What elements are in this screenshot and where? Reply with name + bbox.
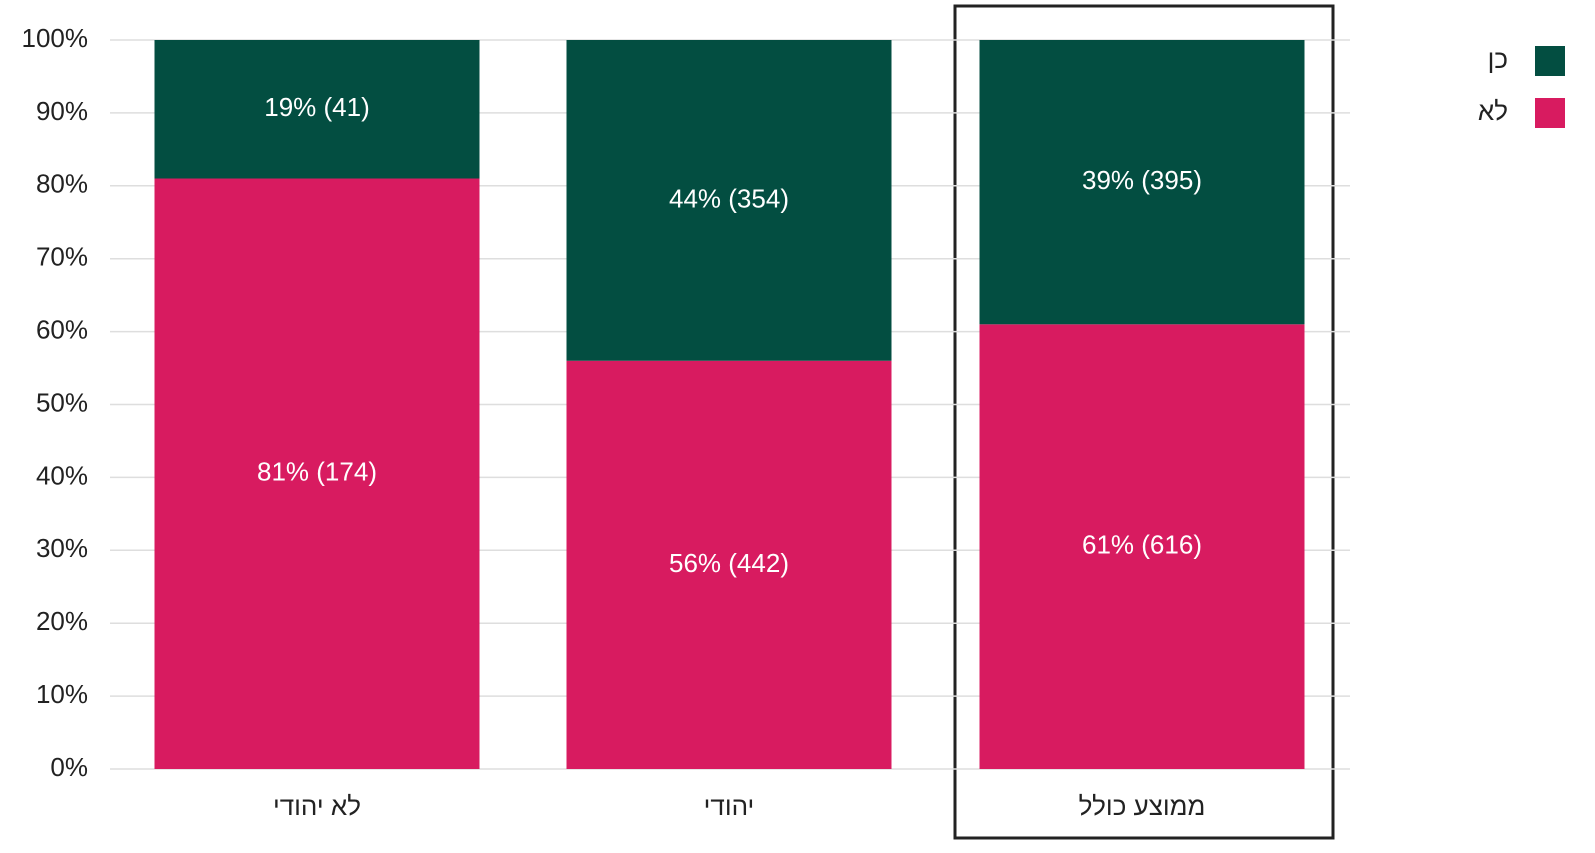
legend-swatch [1535,46,1565,76]
y-tick-label: 60% [36,314,88,344]
bar-segment [154,40,480,179]
y-tick-label: 80% [36,169,88,199]
y-tick-label: 20% [36,606,88,636]
y-tick-label: 0% [50,752,88,782]
bar-segment [979,324,1305,769]
y-tick-label: 50% [36,387,88,417]
value-label: 81% (174) [257,457,377,487]
legend-label: לא [1478,96,1508,126]
y-tick-label: 100% [22,23,89,53]
y-tick-label: 30% [36,533,88,563]
y-tick-label: 40% [36,460,88,490]
value-label: 39% (395) [1082,165,1202,195]
value-label: 44% (354) [669,183,789,213]
legend-label: כן [1488,44,1508,74]
bar-segment [566,360,892,769]
highlight-box [953,4,1335,840]
value-label: 56% (442) [669,548,789,578]
value-label: 19% (41) [264,92,370,122]
x-tick-label: יהודי [704,791,755,821]
legend-swatch [1535,98,1565,128]
y-tick-label: 10% [36,679,88,709]
y-tick-label: 90% [36,96,88,126]
value-label: 61% (616) [1082,530,1202,560]
y-tick-label: 70% [36,242,88,272]
bar-segment [979,40,1305,325]
x-tick-label: ממוצע כולל [1079,791,1206,821]
x-tick-label: לא יהודי [273,791,361,821]
bar-segment [154,178,480,769]
bar-segment [566,40,892,361]
